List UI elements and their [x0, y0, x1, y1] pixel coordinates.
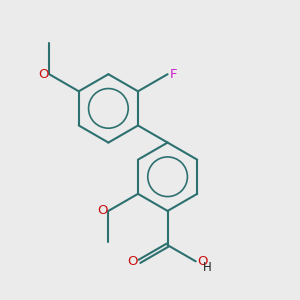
Text: O: O [97, 204, 107, 218]
Text: F: F [170, 68, 177, 81]
Text: O: O [128, 255, 138, 268]
Text: H: H [202, 261, 211, 274]
Text: O: O [38, 68, 48, 81]
Text: O: O [197, 255, 208, 268]
